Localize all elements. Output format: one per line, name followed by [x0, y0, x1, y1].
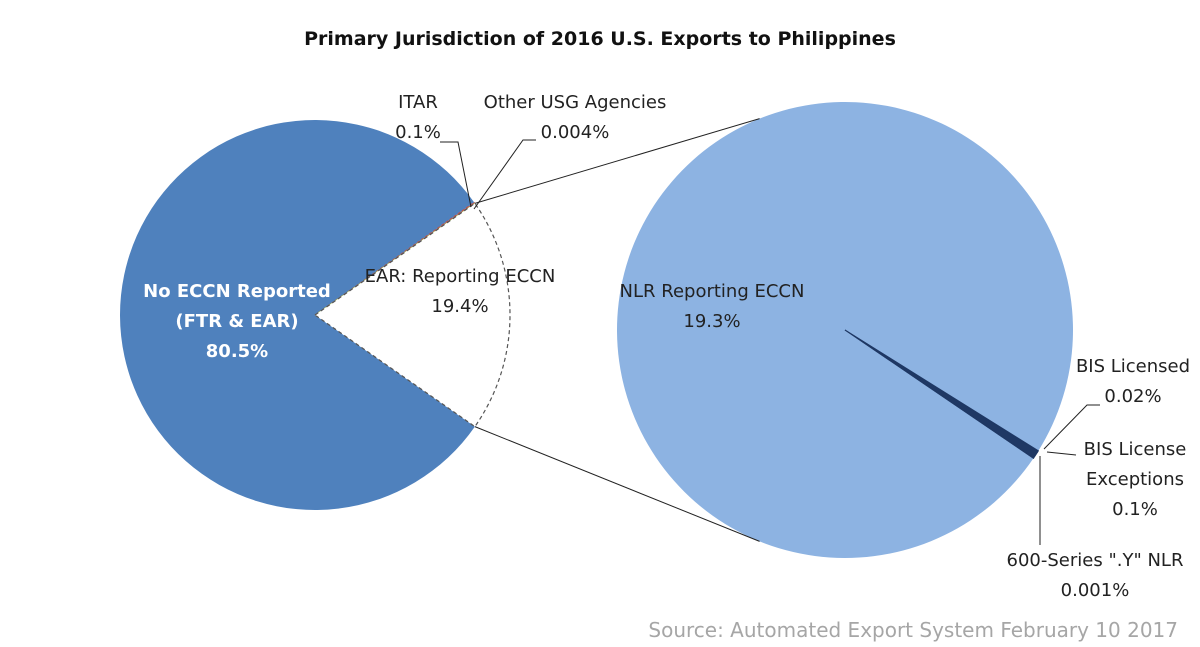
label-name: 600-Series ".Y" NLR [1006, 550, 1184, 571]
connector-line [474, 426, 760, 542]
data-label: No ECCN Reported (FTR & EAR) 80.5% [122, 277, 352, 367]
label-value: 0.001% [1060, 580, 1130, 601]
label-value: 0.02% [1104, 386, 1162, 407]
pie-slice [313, 202, 511, 428]
label-name: EAR: Reporting ECCN [364, 266, 556, 287]
data-label: EAR: Reporting ECCN 19.4% [360, 262, 560, 322]
chart-title: Primary Jurisdiction of 2016 U.S. Export… [304, 28, 896, 50]
data-label: Other USG Agencies 0.004% [465, 88, 685, 148]
leader-line [1043, 404, 1100, 450]
leader-line [473, 139, 536, 210]
label-name: Other USG Agencies [483, 92, 667, 113]
label-value: 0.1% [1112, 499, 1158, 520]
connector-line [474, 118, 760, 204]
label-value: 80.5% [205, 341, 269, 362]
data-label: 600-Series ".Y" NLR 0.001% [995, 546, 1195, 606]
label-name: BIS Licensed [1075, 356, 1191, 377]
label-name: ITAR [398, 92, 438, 113]
label-value: 19.3% [683, 311, 741, 332]
label-value: 19.4% [431, 296, 489, 317]
leader-line [1046, 451, 1077, 456]
pie-slice [844, 329, 1035, 459]
label-name: No ECCN Reported (FTR & EAR) [143, 281, 331, 332]
label-name: NLR Reporting ECCN [619, 281, 805, 302]
label-value: 0.1% [395, 122, 441, 143]
data-label: BIS Licensed 0.02% [1063, 352, 1200, 412]
label-value: 0.004% [540, 122, 610, 143]
data-label: ITAR 0.1% [378, 88, 458, 148]
source-note: Source: Automated Export System February… [648, 618, 1178, 642]
leader-line [440, 141, 472, 208]
data-label: NLR Reporting ECCN 19.3% [592, 277, 832, 337]
pie-slice [119, 120, 475, 510]
label-name: BIS License Exceptions [1083, 439, 1187, 490]
data-label: BIS License Exceptions 0.1% [1065, 435, 1200, 525]
